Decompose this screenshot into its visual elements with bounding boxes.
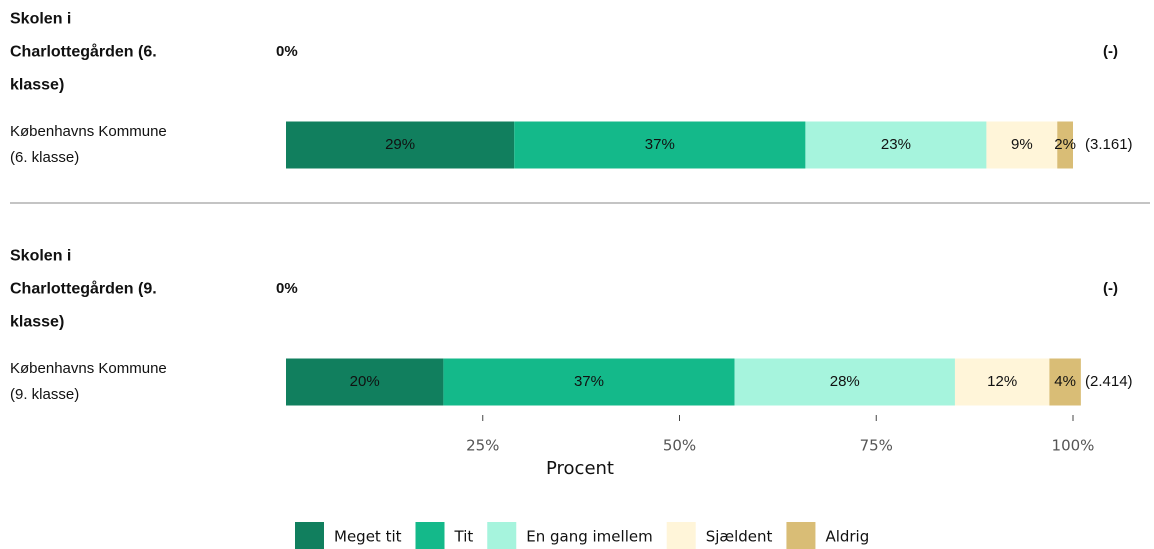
category-label: Skolen i Charlottegården (9. klasse) (10, 247, 157, 331)
bar-segment (286, 358, 444, 406)
bar-segment (1057, 121, 1073, 169)
value-label: 2% (1054, 136, 1076, 153)
bar-segment (1049, 358, 1081, 406)
value-label: 29% (385, 136, 415, 153)
category-label: Københavns Kommune (9. klasse) (10, 360, 167, 403)
category-label: Københavns Kommune (6. klasse) (10, 123, 167, 166)
bar-segment (805, 121, 987, 169)
legend-label: Meget tit (334, 528, 402, 546)
x-tick-label: 25% (466, 437, 499, 455)
legend-label: En gang imellem (526, 528, 652, 546)
bar-segment (986, 121, 1058, 169)
legend-swatch (666, 522, 696, 549)
row-value-label: 0% (276, 280, 298, 297)
value-label: 23% (881, 136, 911, 153)
count-label: (2.414) (1085, 373, 1133, 390)
legend-label: Tit (454, 528, 474, 546)
legend-label: Aldrig (825, 528, 869, 546)
bar-segment (954, 358, 1050, 406)
value-label: 12% (987, 373, 1017, 390)
legend-swatch (487, 522, 517, 549)
bar-segment (514, 121, 806, 169)
count-label: (-) (1103, 43, 1118, 60)
legend-swatch (295, 522, 324, 549)
count-label: (-) (1103, 280, 1118, 297)
x-axis-label: Procent (546, 458, 614, 479)
category-label: Skolen i Charlottegården (6. klasse) (10, 10, 157, 94)
row-value-label: 0% (276, 43, 298, 60)
legend-swatch (786, 522, 816, 549)
bar-segment (286, 121, 515, 169)
bar-segment (443, 358, 735, 406)
value-label: 28% (830, 373, 860, 390)
value-label: 4% (1054, 373, 1076, 390)
value-label: 9% (1011, 136, 1033, 153)
x-tick-label: 100% (1052, 437, 1095, 455)
legend-swatch (415, 522, 445, 549)
bar-segment (734, 358, 955, 406)
count-label: (3.161) (1085, 136, 1133, 153)
value-label: 37% (574, 373, 604, 390)
x-tick-label: 50% (663, 437, 696, 455)
legend-label: Sjældent (706, 528, 773, 546)
x-tick-label: 75% (860, 437, 893, 455)
value-label: 37% (645, 136, 675, 153)
value-label: 20% (350, 373, 380, 390)
